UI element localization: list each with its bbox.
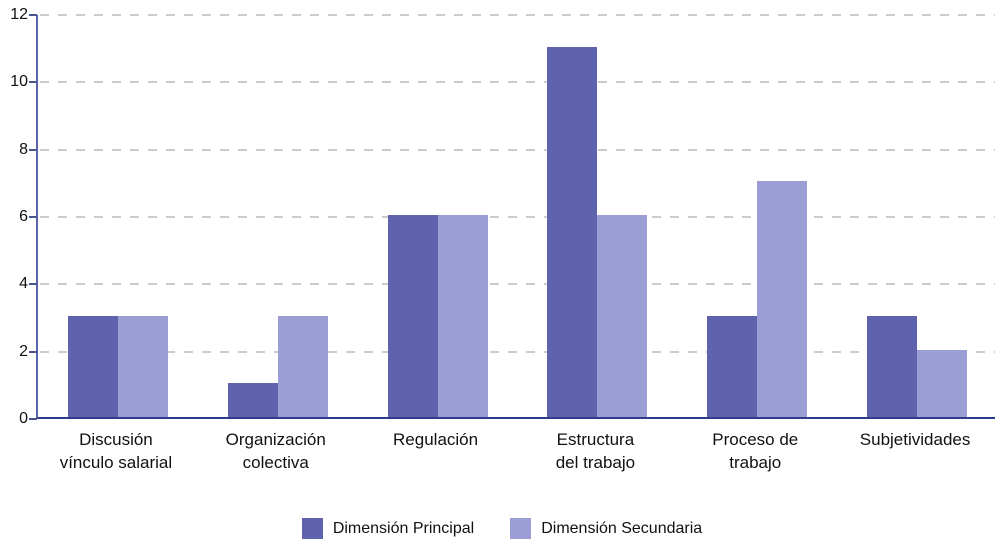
y-axis-tick-label: 8 bbox=[19, 140, 28, 158]
bar-secundaria-2 bbox=[437, 215, 488, 417]
legend: Dimensión Principal Dimensión Secundaria bbox=[0, 518, 1004, 539]
y-tick-2 bbox=[29, 350, 37, 353]
bar-principal-2 bbox=[387, 215, 438, 417]
x-axis-category-label: Regulación bbox=[393, 430, 479, 449]
legend-label: Dimensión Secundaria bbox=[541, 519, 703, 537]
bar-principal-1 bbox=[227, 383, 278, 417]
gridline-y-4 bbox=[40, 283, 995, 286]
legend-swatch-icon bbox=[301, 518, 323, 539]
bar-secundaria-4 bbox=[757, 181, 808, 417]
y-tick-12 bbox=[29, 14, 37, 16]
y-axis-tick-label: 12 bbox=[10, 6, 28, 23]
gridline-y-8 bbox=[40, 148, 995, 151]
bar-secundaria-3 bbox=[597, 215, 648, 417]
x-axis-category-label: Proceso de trabajo bbox=[712, 430, 799, 472]
plot-area bbox=[36, 14, 995, 419]
bar-secundaria-5 bbox=[917, 349, 968, 417]
bar-principal-0 bbox=[67, 316, 118, 417]
y-axis-tick-label: 10 bbox=[10, 73, 28, 91]
x-axis-category-label: Discusión vínculo salarial bbox=[59, 430, 173, 472]
legend-swatch-icon bbox=[510, 518, 532, 539]
bar-principal-3 bbox=[547, 46, 598, 417]
y-axis-tick-label: 6 bbox=[19, 208, 28, 225]
y-tick-8 bbox=[29, 148, 37, 151]
x-axis-category-label: Subjetividades bbox=[859, 430, 971, 449]
y-tick-6 bbox=[29, 216, 37, 218]
y-axis-tick-label: 2 bbox=[19, 342, 28, 360]
legend-entry-principal: Dimensión Principal bbox=[301, 518, 475, 539]
bar-secundaria-1 bbox=[277, 316, 328, 417]
gridline-y-10 bbox=[40, 81, 995, 84]
y-tick-0 bbox=[29, 418, 37, 420]
bar-principal-5 bbox=[867, 316, 918, 417]
legend-entry-secundaria: Dimensión Secundaria bbox=[510, 518, 702, 539]
x-axis-category-label: Estructura del trabajo bbox=[555, 430, 636, 472]
y-axis-tick-label: 4 bbox=[19, 275, 28, 293]
bar-secundaria-0 bbox=[117, 316, 168, 417]
y-tick-10 bbox=[29, 81, 37, 84]
y-tick-4 bbox=[29, 283, 37, 286]
gridline-y-2 bbox=[40, 350, 995, 353]
y-axis-tick-label: 0 bbox=[19, 410, 28, 427]
x-axis-category-label: Organización colectiva bbox=[225, 430, 326, 472]
gridline-y-12 bbox=[40, 14, 995, 16]
gridline-y-6 bbox=[40, 216, 995, 218]
legend-label: Dimensión Principal bbox=[332, 519, 475, 537]
bar-principal-4 bbox=[707, 316, 758, 417]
